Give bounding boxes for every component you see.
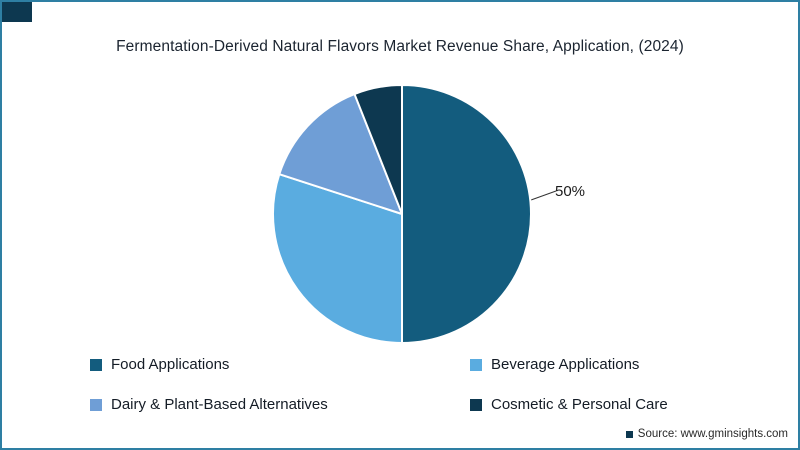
- source-text: Source: www.gminsights.com: [637, 428, 788, 440]
- legend-item-cosmetic-personal-care: Cosmetic & Personal Care: [470, 396, 668, 413]
- pie-slice-dairy-plant-based-alternatives: [278, 93, 403, 215]
- legend-label-food-applications: Food Applications: [111, 356, 230, 373]
- pie-slice-cosmetic-personal-care: [353, 84, 403, 215]
- legend-label-beverage-applications: Beverage Applications: [491, 356, 640, 373]
- pie-slice-food-applications: [401, 84, 532, 344]
- legend-marker-food-applications: [90, 358, 102, 371]
- legend-marker-beverage-applications: [470, 358, 482, 371]
- pie-percent-label: 50%: [555, 183, 586, 200]
- corner-brand-mark: [2, 2, 32, 22]
- pie-slice-beverage-applications: [272, 173, 403, 344]
- legend-item-food-applications: Food Applications: [90, 356, 229, 373]
- legend-label-cosmetic-personal-care: Cosmetic & Personal Care: [491, 396, 668, 413]
- source-square-icon: [625, 430, 633, 438]
- chart-title: Fermentation-Derived Natural Flavors Mar…: [116, 38, 684, 55]
- legend-label-dairy-plant-based-alternatives: Dairy & Plant-Based Alternatives: [111, 396, 328, 413]
- label-leader-line: [530, 190, 557, 201]
- legend-marker-dairy-plant-based-alternatives: [90, 398, 102, 411]
- source-note: Source: www.gminsights.com: [625, 428, 788, 440]
- legend-marker-cosmetic-personal-care: [470, 398, 482, 411]
- pie-chart: [272, 84, 557, 344]
- legend-item-dairy-plant-based-alternatives: Dairy & Plant-Based Alternatives: [90, 396, 328, 413]
- legend-item-beverage-applications: Beverage Applications: [470, 356, 639, 373]
